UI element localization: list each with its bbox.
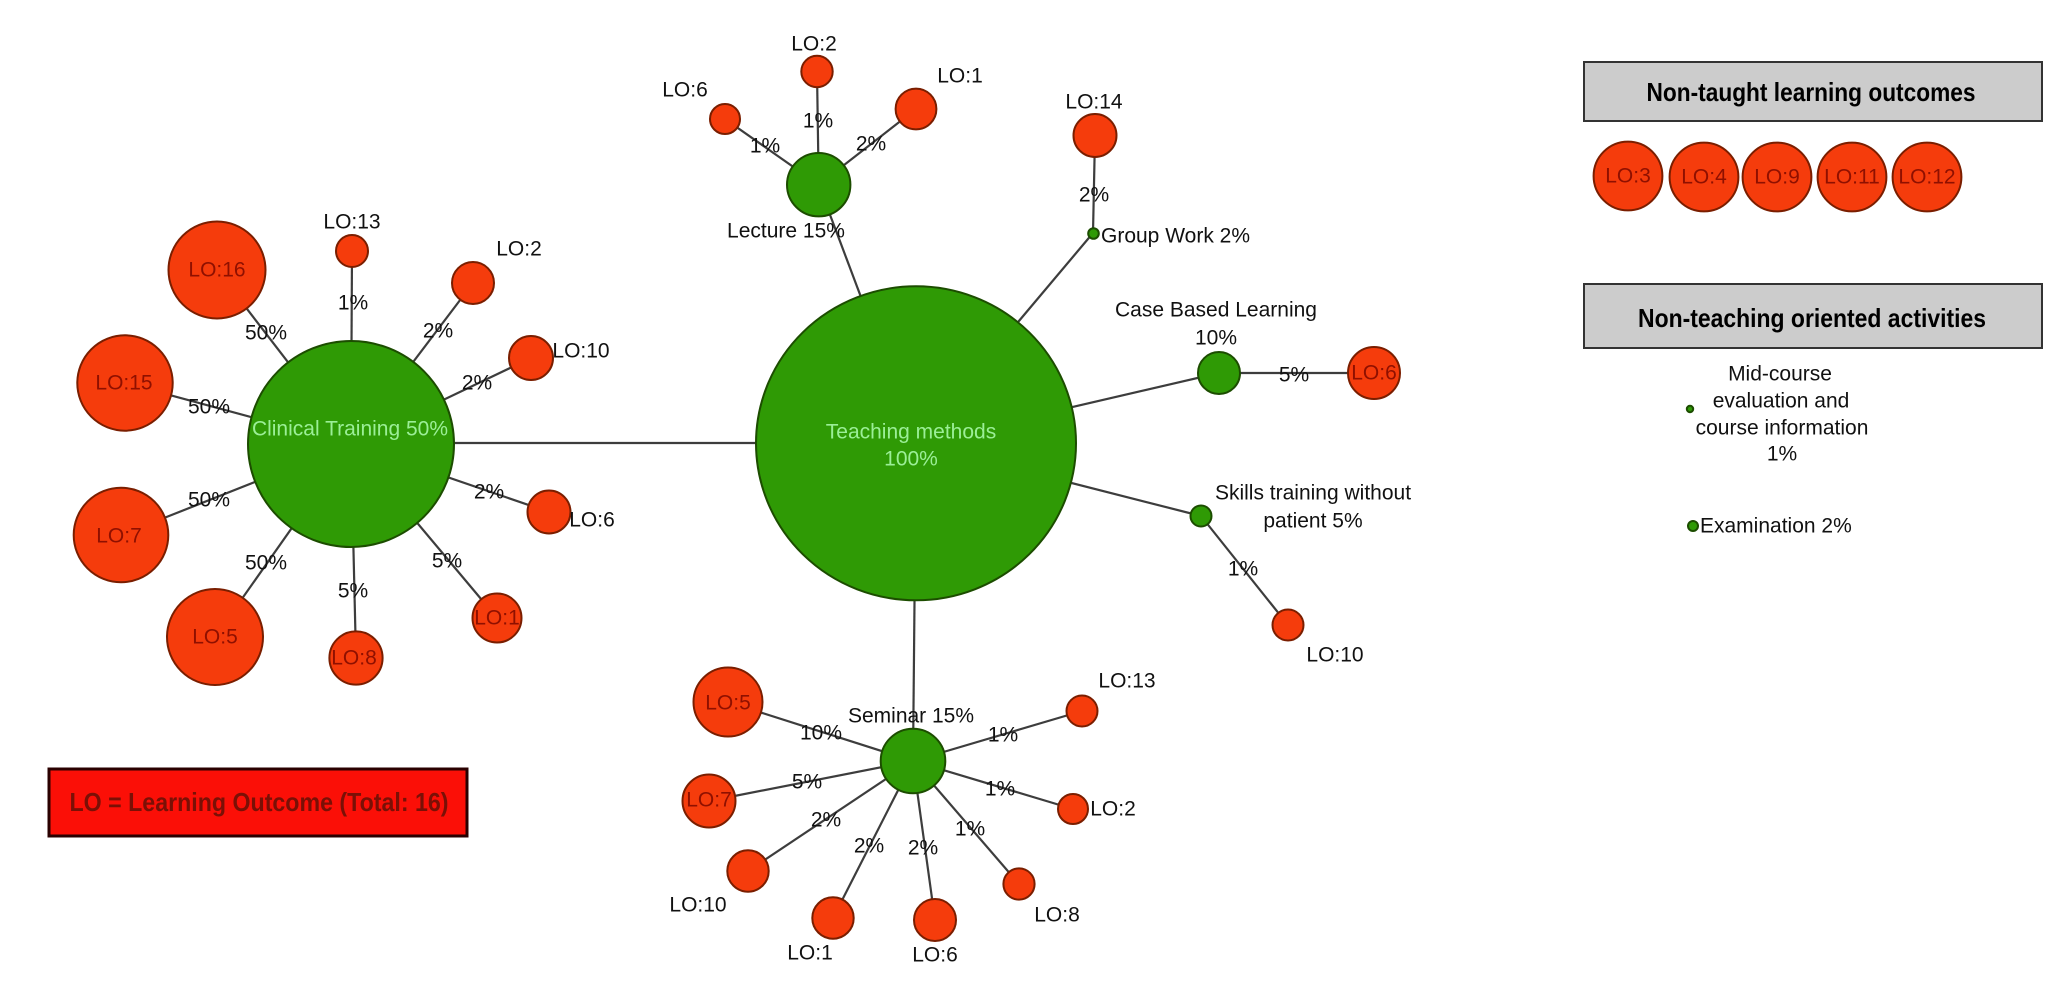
- svg-text:5%: 5%: [792, 771, 822, 794]
- svg-text:LO:1: LO:1: [787, 942, 833, 965]
- svg-text:course information: course information: [1696, 417, 1869, 440]
- svg-text:LO:5: LO:5: [705, 692, 751, 715]
- svg-text:Lecture 15%: Lecture 15%: [727, 220, 845, 243]
- svg-text:LO:13: LO:13: [1098, 670, 1155, 693]
- svg-text:LO:14: LO:14: [1065, 91, 1123, 114]
- svg-text:2%: 2%: [856, 133, 886, 156]
- svg-text:Non-taught learning outcomes: Non-taught learning outcomes: [1647, 77, 1976, 107]
- svg-text:2%: 2%: [854, 835, 884, 858]
- svg-text:LO:10: LO:10: [1306, 644, 1363, 667]
- svg-text:1%: 1%: [1228, 558, 1258, 581]
- svg-text:LO:1: LO:1: [474, 607, 520, 630]
- svg-text:LO:6: LO:6: [1351, 362, 1397, 385]
- svg-text:1%: 1%: [955, 818, 985, 841]
- svg-text:Examination 2%: Examination 2%: [1700, 515, 1852, 538]
- svg-text:1%: 1%: [985, 778, 1015, 801]
- svg-text:LO:11: LO:11: [1824, 166, 1880, 189]
- svg-text:Group Work 2%: Group Work 2%: [1101, 225, 1250, 248]
- svg-text:1%: 1%: [1767, 443, 1797, 466]
- svg-text:2%: 2%: [462, 372, 492, 395]
- svg-text:patient 5%: patient 5%: [1263, 510, 1362, 533]
- svg-text:LO:3: LO:3: [1605, 165, 1651, 188]
- svg-text:Teaching methods: Teaching methods: [826, 421, 996, 444]
- svg-text:LO:16: LO:16: [188, 259, 245, 282]
- svg-text:evaluation and: evaluation and: [1713, 390, 1850, 413]
- svg-text:50%: 50%: [188, 396, 230, 419]
- svg-text:1%: 1%: [750, 135, 780, 158]
- svg-text:Case Based Learning: Case Based Learning: [1115, 299, 1317, 322]
- svg-text:2%: 2%: [474, 481, 504, 504]
- svg-text:Skills training without: Skills training without: [1215, 482, 1411, 505]
- svg-text:2%: 2%: [423, 320, 453, 343]
- svg-text:LO:4: LO:4: [1681, 166, 1727, 189]
- svg-text:LO:1: LO:1: [937, 65, 983, 88]
- svg-text:Seminar 15%: Seminar 15%: [848, 705, 974, 728]
- svg-text:LO:7: LO:7: [96, 525, 142, 548]
- svg-text:LO:2: LO:2: [791, 33, 837, 56]
- svg-text:Clinical Training 50%: Clinical Training 50%: [252, 418, 448, 441]
- svg-text:LO:2: LO:2: [496, 238, 542, 261]
- svg-text:LO:6: LO:6: [569, 509, 615, 532]
- svg-text:LO = Learning Outcome (Total:: LO = Learning Outcome (Total: 16): [70, 787, 449, 817]
- svg-text:10%: 10%: [800, 722, 842, 745]
- svg-text:LO:15: LO:15: [95, 372, 152, 395]
- svg-text:Non-teaching oriented activiti: Non-teaching oriented activities: [1638, 303, 1986, 333]
- svg-text:1%: 1%: [803, 110, 833, 133]
- svg-text:10%: 10%: [1195, 327, 1237, 350]
- svg-text:LO:5: LO:5: [192, 626, 238, 649]
- svg-text:50%: 50%: [245, 552, 287, 575]
- svg-text:LO:8: LO:8: [1034, 904, 1080, 927]
- svg-text:LO:12: LO:12: [1898, 166, 1955, 189]
- svg-text:100%: 100%: [884, 448, 938, 471]
- svg-text:LO:8: LO:8: [331, 647, 377, 670]
- svg-text:Mid-course: Mid-course: [1728, 363, 1832, 386]
- svg-text:LO:6: LO:6: [662, 79, 708, 102]
- svg-text:50%: 50%: [245, 322, 287, 345]
- svg-text:LO:13: LO:13: [323, 211, 380, 234]
- svg-text:50%: 50%: [188, 489, 230, 512]
- svg-text:2%: 2%: [908, 837, 938, 860]
- svg-text:1%: 1%: [988, 724, 1018, 747]
- svg-text:5%: 5%: [1279, 364, 1309, 387]
- svg-text:2%: 2%: [1079, 184, 1109, 207]
- svg-text:5%: 5%: [432, 550, 462, 573]
- svg-text:1%: 1%: [338, 292, 368, 315]
- svg-text:LO:2: LO:2: [1090, 798, 1136, 821]
- svg-text:LO:7: LO:7: [686, 789, 732, 812]
- svg-text:2%: 2%: [811, 809, 841, 832]
- svg-text:5%: 5%: [338, 580, 368, 603]
- svg-text:LO:10: LO:10: [669, 894, 726, 917]
- svg-text:LO:6: LO:6: [912, 944, 958, 967]
- svg-text:LO:9: LO:9: [1754, 166, 1800, 189]
- svg-text:LO:10: LO:10: [552, 340, 609, 363]
